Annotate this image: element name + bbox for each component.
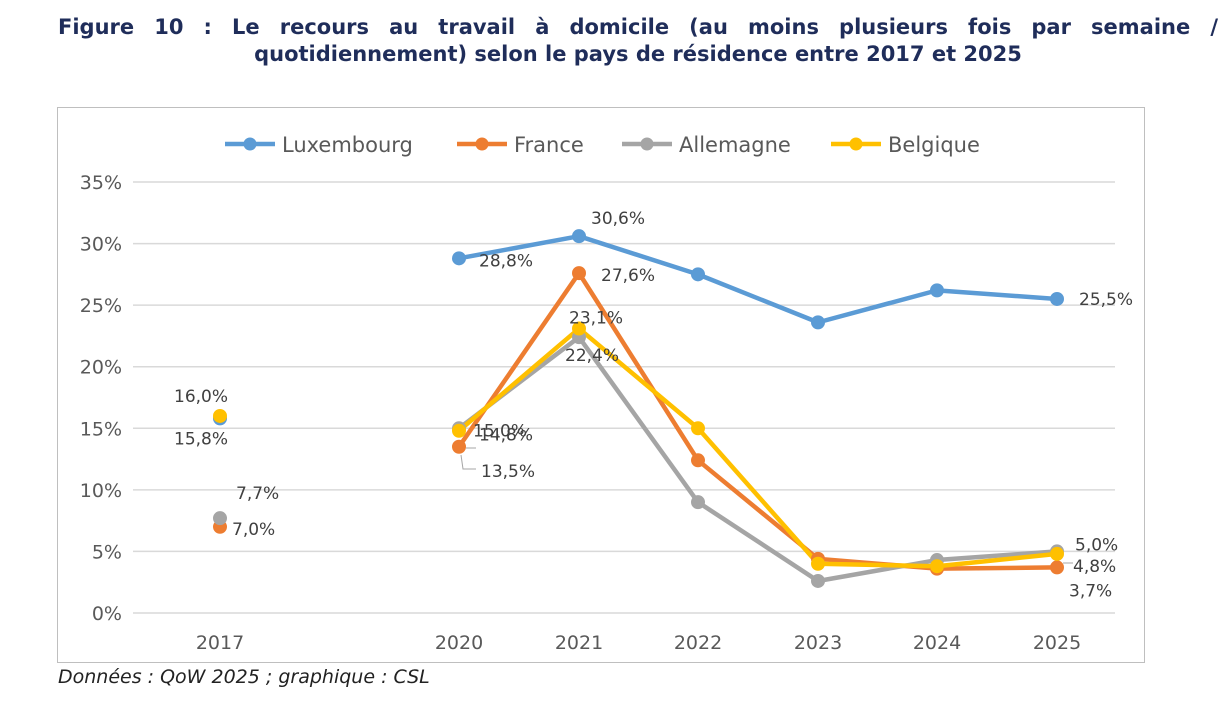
y-tick-label: 20% <box>80 357 122 379</box>
y-tick-label: 10% <box>80 480 122 502</box>
data-label-france-2021: 27,6% <box>601 266 655 286</box>
legend-marker-luxembourg <box>243 137 257 151</box>
point-france-2022 <box>691 453 705 468</box>
point-luxembourg-2020 <box>452 251 466 266</box>
data-label-allemagne-2025: 5,0% <box>1075 535 1118 555</box>
series-line-luxembourg <box>456 233 1060 325</box>
series-line-allemagne <box>456 334 1060 584</box>
x-tick-label: 2017 <box>196 632 244 654</box>
data-label-allemagne-2017: 7,7% <box>236 484 279 504</box>
y-tick-label: 15% <box>80 418 122 440</box>
x-tick-label: 2021 <box>555 632 603 654</box>
legend-marker-france <box>475 137 489 151</box>
x-tick-label: 2025 <box>1033 632 1081 654</box>
x-tick-label: 2020 <box>435 632 483 654</box>
figure-title-line2: quotidiennement) selon le pays de réside… <box>254 42 1022 66</box>
data-label-allemagne-2020: 15,0% <box>473 421 527 441</box>
leader-line <box>460 454 476 470</box>
y-tick-label: 35% <box>80 172 122 194</box>
data-label-allemagne-2021: 22,4% <box>565 346 619 366</box>
data-label-luxembourg-2017: 15,8% <box>174 429 228 449</box>
data-label-france-2017: 7,0% <box>232 520 275 540</box>
x-tick-label: 2022 <box>674 632 722 654</box>
data-label-france-2020: 13,5% <box>481 462 535 482</box>
data-label-belgique-2025: 4,8% <box>1073 557 1116 577</box>
data-label-luxembourg-2020: 28,8% <box>479 251 533 271</box>
legend-label-luxembourg: Luxembourg <box>282 133 413 157</box>
point-allemagne-2017 <box>213 511 227 526</box>
point-belgique-2023 <box>811 556 825 571</box>
data-label-belgique-2020: 14,8% <box>479 426 533 446</box>
point-allemagne-2023 <box>811 573 825 588</box>
data-labels: 15,8% 28,8% 30,6% 25,5% 7,0% 13,5% 27,6% 3,7% 7,… <box>174 209 1133 601</box>
figure-title: Figure 10 : Le recours au travail à domi… <box>58 14 1218 68</box>
legend: Luxembourg France Allemagne Belgique <box>225 133 980 157</box>
point-belgique-2025 <box>1050 546 1064 561</box>
x-axis-ticks: 2017 2020 2021 2022 2023 2024 2025 <box>196 632 1081 654</box>
data-label-france-2025: 3,7% <box>1069 581 1112 601</box>
point-france-2020 <box>452 439 466 454</box>
point-luxembourg-2022 <box>691 267 705 282</box>
point-belgique-2022 <box>691 421 705 436</box>
point-luxembourg-2023 <box>811 315 825 330</box>
legend-label-belgique: Belgique <box>888 133 980 157</box>
point-luxembourg-2024 <box>930 283 944 298</box>
gridlines <box>133 181 1115 614</box>
series-line-belgique <box>456 326 1060 569</box>
x-tick-label: 2024 <box>913 632 961 654</box>
y-tick-label: 0% <box>92 603 122 625</box>
point-belgique-2020 <box>452 423 466 438</box>
y-tick-label: 25% <box>80 295 122 317</box>
legend-marker-belgique <box>849 137 863 151</box>
y-axis-ticks: 0% 5% 10% 15% 20% 25% 30% 35% <box>80 172 122 625</box>
data-label-luxembourg-2021: 30,6% <box>591 209 645 229</box>
point-france-2025 <box>1050 560 1064 575</box>
point-belgique-2024 <box>930 559 944 574</box>
data-label-luxembourg-2025: 25,5% <box>1079 290 1133 310</box>
point-belgique-2017 <box>213 408 227 423</box>
series-points <box>213 229 1064 588</box>
figure-title-line1: Figure 10 : Le recours au travail à domi… <box>58 15 1218 39</box>
point-allemagne-2022 <box>691 495 705 510</box>
data-label-belgique-2017: 16,0% <box>174 387 228 407</box>
series-line-france <box>456 270 1060 571</box>
source-note: Données : QoW 2025 ; graphique : CSL <box>58 666 430 688</box>
legend-label-france: France <box>514 133 584 157</box>
point-belgique-2021 <box>572 321 586 336</box>
point-luxembourg-2021 <box>572 229 586 244</box>
point-luxembourg-2025 <box>1050 291 1064 306</box>
point-france-2021 <box>572 266 586 281</box>
y-tick-label: 5% <box>92 541 122 563</box>
x-tick-label: 2023 <box>794 632 842 654</box>
series-lines <box>456 233 1060 584</box>
y-tick-label: 30% <box>80 234 122 256</box>
data-label-belgique-2021: 23,1% <box>569 309 623 329</box>
legend-label-allemagne: Allemagne <box>679 133 791 157</box>
legend-marker-allemagne <box>640 137 654 151</box>
